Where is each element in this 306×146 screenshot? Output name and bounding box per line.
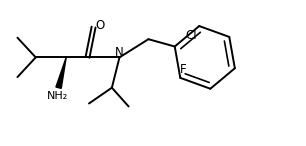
Text: N: N (115, 46, 124, 59)
Polygon shape (56, 57, 66, 88)
Text: Cl: Cl (185, 29, 196, 42)
Text: NH₂: NH₂ (47, 91, 68, 101)
Text: O: O (96, 19, 105, 32)
Text: F: F (179, 63, 186, 76)
